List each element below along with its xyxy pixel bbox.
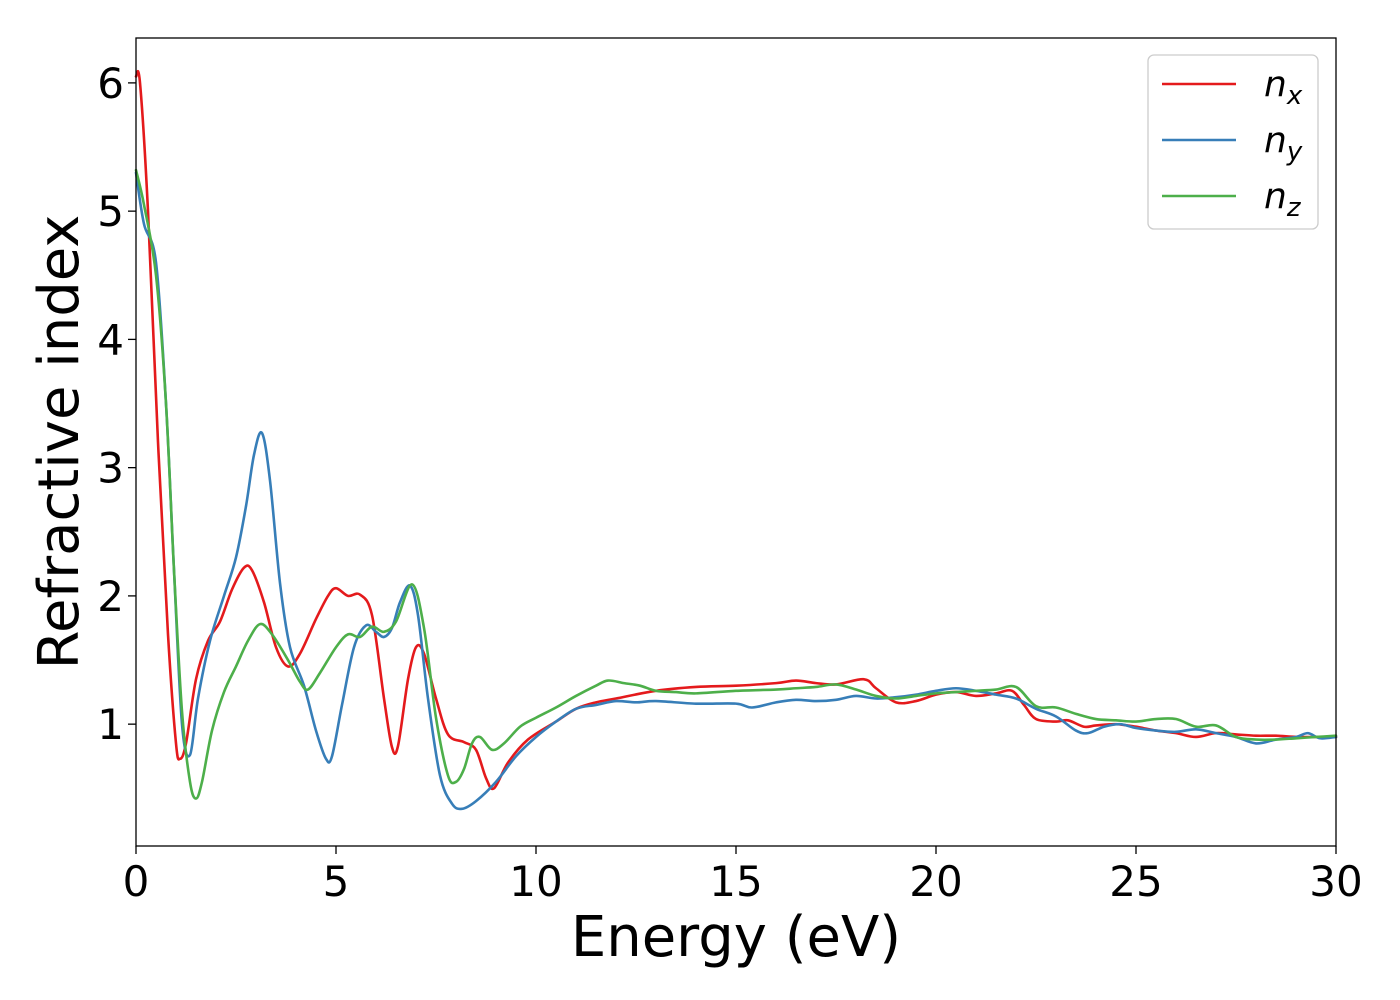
x-axis-ticks: 0 5 10 15 20 25 30: [123, 846, 1363, 906]
y-tick-label: 4: [97, 315, 124, 364]
series-line-n-x: [134, 69, 1338, 791]
y-axis-label: Refractive index: [27, 215, 92, 670]
x-axis-label: Energy (eV): [571, 905, 901, 970]
x-tick-label: 15: [709, 857, 762, 906]
legend-box: [1147, 54, 1319, 230]
x-tick-label: 30: [1309, 857, 1362, 906]
y-tick-label: 6: [97, 59, 124, 108]
x-tick-label: 5: [323, 857, 350, 906]
series-line-n-y: [134, 171, 1338, 811]
x-tick-label: 25: [1109, 857, 1162, 906]
y-tick-label: 3: [97, 444, 124, 493]
y-axis-ticks: 1 2 3 4 5 6: [97, 59, 136, 749]
series-layer: [134, 69, 1338, 811]
x-tick-label: 10: [509, 857, 562, 906]
y-tick-label: 2: [97, 572, 124, 621]
x-tick-label: 0: [123, 857, 150, 906]
x-tick-label: 20: [909, 857, 962, 906]
y-tick-label: 5: [97, 187, 124, 236]
series-line-n-z: [134, 168, 1338, 800]
y-tick-label: 1: [97, 700, 124, 749]
